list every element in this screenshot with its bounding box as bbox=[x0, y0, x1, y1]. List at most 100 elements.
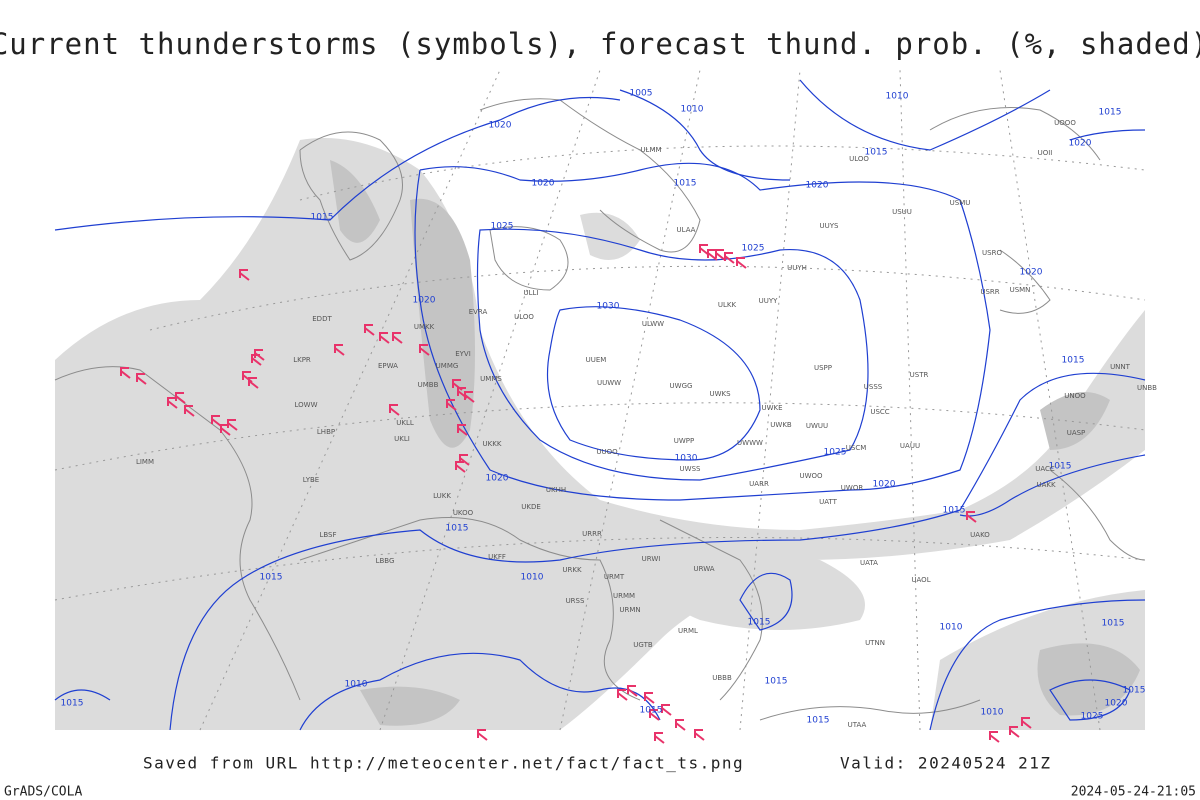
station-label: LKPR bbox=[293, 356, 311, 364]
thunderstorm-symbols bbox=[120, 244, 1032, 744]
isobar-label: 1030 bbox=[597, 302, 620, 312]
station-label: UTNN bbox=[865, 639, 885, 647]
isobar-label: 1010 bbox=[940, 623, 963, 633]
storm-symbol bbox=[248, 377, 259, 389]
isobar-label: 1020 bbox=[489, 121, 512, 131]
station-label: EVRA bbox=[469, 308, 488, 316]
station-label: USSS bbox=[864, 383, 883, 391]
station-label: USUU bbox=[892, 208, 912, 216]
storm-symbol bbox=[649, 709, 660, 721]
station-label: URMT bbox=[604, 573, 625, 581]
station-label: URWA bbox=[693, 565, 714, 573]
station-label: ULKK bbox=[718, 301, 737, 309]
isobar-label: 1015 bbox=[640, 706, 663, 716]
isobar-label: 1020 bbox=[1020, 268, 1043, 278]
isobar-label: 1010 bbox=[886, 92, 909, 102]
station-label: UKOO bbox=[453, 509, 474, 517]
station-label: UMBB bbox=[418, 381, 439, 389]
credit: GrADS/COLA bbox=[4, 785, 82, 800]
storm-symbol bbox=[464, 391, 475, 403]
isobar-label: 1025 bbox=[824, 448, 847, 458]
isobar-label: 1020 bbox=[532, 179, 555, 189]
isobar-label: 1025 bbox=[1081, 712, 1104, 722]
isobar-label: 1005 bbox=[630, 89, 653, 99]
storm-symbol bbox=[120, 367, 131, 379]
isobar-label: 1010 bbox=[981, 708, 1004, 718]
isobar-label: 1015 bbox=[807, 716, 830, 726]
isobar-label: 1020 bbox=[1069, 139, 1092, 149]
storm-symbol bbox=[220, 424, 231, 436]
isobar-label: 1015 bbox=[446, 524, 469, 534]
storm-symbol bbox=[644, 692, 655, 704]
storm-symbol bbox=[175, 392, 186, 404]
isobar-label: 1015 bbox=[61, 699, 84, 709]
station-label: USRR bbox=[980, 288, 999, 296]
station-label: UKFF bbox=[488, 553, 506, 561]
isobar-label: 1025 bbox=[742, 244, 765, 254]
storm-symbol bbox=[989, 731, 1000, 743]
storm-symbol bbox=[724, 252, 735, 264]
isobar-label: 1015 bbox=[1102, 619, 1125, 629]
station-label: UWKB bbox=[770, 421, 792, 429]
storm-symbol bbox=[379, 332, 390, 344]
isobar-label: 1015 bbox=[943, 506, 966, 516]
isobar-label: 1015 bbox=[674, 179, 697, 189]
storm-symbol bbox=[1009, 726, 1020, 738]
timestamp: 2024-05-24-21:05 bbox=[1071, 785, 1196, 800]
isobar-label: 1015 bbox=[1049, 462, 1072, 472]
station-label: URMM bbox=[613, 592, 635, 600]
isobar-label: 1015 bbox=[1062, 356, 1085, 366]
station-label: UTAA bbox=[848, 721, 867, 729]
station-label: URMN bbox=[619, 606, 640, 614]
storm-symbol bbox=[455, 461, 466, 473]
isobar-label: 1025 bbox=[491, 222, 514, 232]
station-label: UASP bbox=[1067, 429, 1086, 437]
source-url: Saved from URL http://meteocenter.net/fa… bbox=[143, 754, 744, 773]
station-label: UUYY bbox=[759, 297, 779, 305]
station-label: EYVI bbox=[455, 350, 471, 358]
isobar-label: 1020 bbox=[486, 474, 509, 484]
station-label: USRO bbox=[982, 249, 1002, 257]
map-frame: 1005 1010 1010 1015 1020 1020 1015 1020 1015 1020… bbox=[54, 69, 1157, 744]
station-label: USPP bbox=[814, 364, 832, 372]
storm-symbol bbox=[627, 685, 638, 697]
station-label: USTR bbox=[910, 371, 929, 379]
station-label: UKLL bbox=[396, 419, 414, 427]
station-label: ULWW bbox=[642, 320, 664, 328]
station-label: UWUU bbox=[806, 422, 828, 430]
storm-symbol bbox=[242, 371, 253, 383]
coastlines bbox=[54, 98, 1146, 721]
station-label: UKLI bbox=[394, 435, 410, 443]
station-label: LYBE bbox=[303, 476, 319, 484]
storm-symbol bbox=[389, 404, 400, 416]
storm-symbol bbox=[334, 344, 345, 356]
isobar-label: 1010 bbox=[521, 573, 544, 583]
station-label: LBSF bbox=[319, 531, 336, 539]
storm-symbol bbox=[715, 249, 726, 261]
station-label: UMMG bbox=[436, 362, 459, 370]
station-label: UUOO bbox=[596, 448, 618, 456]
storm-symbol bbox=[136, 373, 147, 385]
station-label: UOII bbox=[1038, 149, 1053, 157]
isobar-label: 1015 bbox=[1099, 108, 1122, 118]
station-label: ULAA bbox=[677, 226, 696, 234]
station-label: URML bbox=[678, 627, 698, 635]
station-label: UBBB bbox=[712, 674, 732, 682]
storm-symbol bbox=[661, 704, 672, 716]
storm-symbol bbox=[617, 689, 628, 701]
isobars bbox=[54, 79, 1146, 731]
station-label: UAOL bbox=[911, 576, 930, 584]
station-label: EPWA bbox=[378, 362, 398, 370]
station-label: UKHH bbox=[546, 486, 566, 494]
station-label: USMN bbox=[1010, 286, 1031, 294]
station-label: ULOO bbox=[849, 155, 869, 163]
station-label: UUYS bbox=[820, 222, 840, 230]
isobar-label: 1010 bbox=[681, 105, 704, 115]
isobar-label: 1015 bbox=[865, 148, 888, 158]
storm-symbol bbox=[364, 324, 375, 336]
station-label: UNNT bbox=[1110, 363, 1131, 371]
station-label: USCM bbox=[846, 444, 867, 452]
station-label: UAKK bbox=[1036, 481, 1056, 489]
isobar-label: 1020 bbox=[1105, 699, 1128, 709]
